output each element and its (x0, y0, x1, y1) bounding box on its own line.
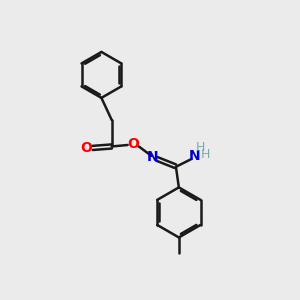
Text: O: O (127, 136, 139, 151)
Text: H: H (196, 141, 205, 154)
Text: H: H (201, 148, 210, 160)
Text: N: N (147, 150, 159, 164)
Text: O: O (80, 141, 92, 155)
Text: N: N (188, 148, 200, 163)
